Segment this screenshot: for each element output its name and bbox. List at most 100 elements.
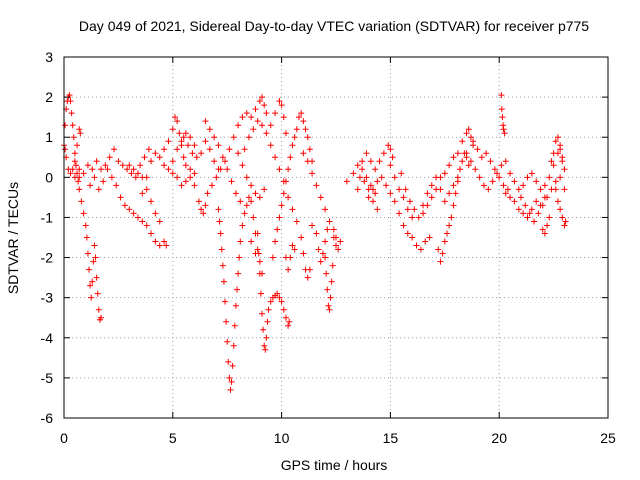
data-point <box>531 218 538 225</box>
data-point <box>378 174 385 181</box>
data-point <box>402 186 409 193</box>
data-point <box>89 166 96 173</box>
data-point <box>472 166 479 173</box>
data-point <box>86 266 93 273</box>
data-point <box>95 186 102 193</box>
data-point <box>111 146 118 153</box>
data-point <box>93 158 100 165</box>
data-point <box>143 174 150 181</box>
data-point <box>552 138 559 145</box>
data-point <box>262 346 269 353</box>
data-point <box>300 118 307 125</box>
data-point <box>263 334 270 341</box>
data-point <box>300 150 307 157</box>
data-point <box>169 158 176 165</box>
data-point <box>507 194 514 201</box>
data-point <box>70 134 77 141</box>
data-point <box>537 186 544 193</box>
data-point <box>272 110 279 117</box>
data-point <box>280 190 287 197</box>
data-point <box>548 158 555 165</box>
data-point <box>322 254 329 261</box>
data-point <box>285 266 292 273</box>
data-point <box>206 146 213 153</box>
data-point <box>515 186 522 193</box>
data-point <box>372 190 379 197</box>
data-point <box>389 154 396 161</box>
data-point <box>309 170 316 177</box>
data-point <box>504 186 511 193</box>
data-point <box>435 246 442 253</box>
data-point <box>304 274 311 281</box>
data-point <box>313 182 320 189</box>
data-point <box>84 162 91 169</box>
data-point <box>76 186 83 193</box>
data-point <box>77 130 84 137</box>
data-point <box>106 154 113 161</box>
data-point <box>446 190 453 197</box>
y-tick-label: -3 <box>41 290 54 306</box>
data-point <box>550 162 557 169</box>
data-point <box>454 178 461 185</box>
data-point <box>228 178 235 185</box>
data-point <box>256 270 263 277</box>
data-point <box>433 174 440 181</box>
data-point <box>467 134 474 141</box>
data-point <box>91 174 98 181</box>
data-point <box>287 154 294 161</box>
data-point <box>406 198 413 205</box>
x-axis-label: GPS time / hours <box>281 457 388 473</box>
data-point <box>376 158 383 165</box>
data-point <box>559 214 566 221</box>
data-point <box>134 214 141 221</box>
data-point <box>254 118 261 125</box>
data-point <box>282 314 289 321</box>
data-point <box>324 286 331 293</box>
data-point <box>276 214 283 221</box>
data-point <box>539 226 546 233</box>
data-point <box>409 214 416 221</box>
data-point <box>562 218 569 225</box>
data-point <box>254 246 261 253</box>
data-point <box>97 166 104 173</box>
data-point <box>198 206 205 213</box>
data-point <box>128 170 135 177</box>
data-point <box>78 198 85 205</box>
data-point <box>404 230 411 237</box>
data-point <box>69 122 76 129</box>
data-point <box>259 122 266 129</box>
data-point <box>200 210 207 217</box>
data-point <box>211 134 218 141</box>
data-point <box>304 134 311 141</box>
data-point <box>165 166 172 173</box>
data-point <box>62 122 69 129</box>
data-point <box>276 166 283 173</box>
data-point <box>267 122 274 129</box>
data-point <box>94 290 101 297</box>
data-point <box>315 246 322 253</box>
data-point <box>222 158 229 165</box>
data-point <box>557 174 564 181</box>
data-point <box>522 202 529 209</box>
data-point <box>161 238 168 245</box>
data-point <box>317 258 324 265</box>
data-point <box>328 278 335 285</box>
data-point <box>256 98 263 105</box>
data-point <box>272 238 279 245</box>
data-point <box>291 246 298 253</box>
data-point <box>274 226 281 233</box>
data-point <box>87 182 94 189</box>
data-point <box>324 226 331 233</box>
data-point <box>228 378 235 385</box>
data-point <box>450 182 457 189</box>
data-point <box>274 290 281 297</box>
y-tick-label: 0 <box>45 169 53 185</box>
data-point <box>415 214 422 221</box>
data-point <box>546 174 553 181</box>
data-point <box>363 174 370 181</box>
data-point <box>108 174 115 181</box>
data-point <box>374 178 381 185</box>
data-point <box>256 194 263 201</box>
data-point <box>252 190 259 197</box>
data-point <box>239 222 246 229</box>
